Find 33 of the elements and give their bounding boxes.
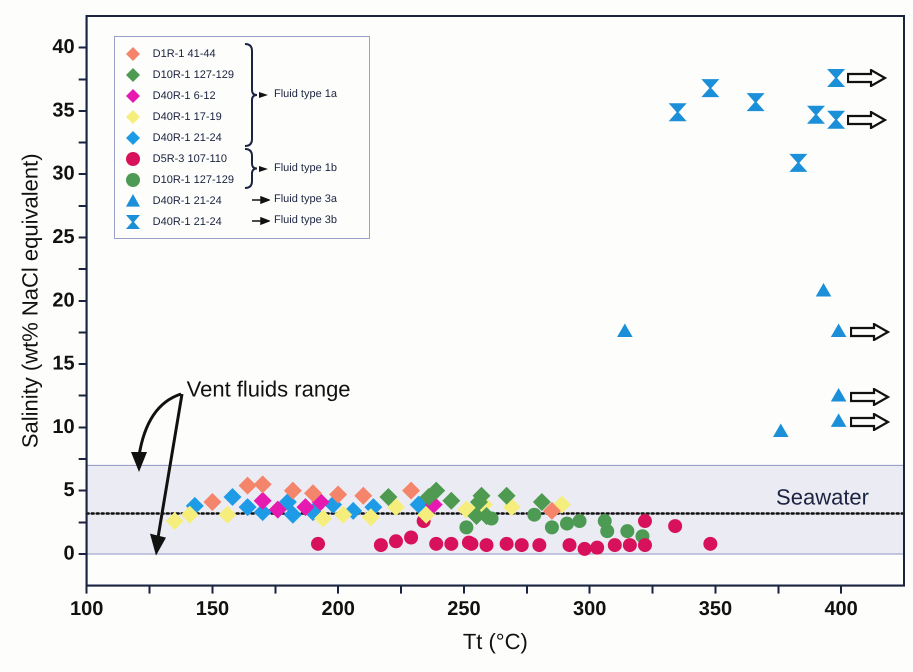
x-tick-label: 350 [698, 598, 732, 620]
y-axis-title: Salinity (wt% NaCl equivalent) [17, 153, 42, 448]
legend-label: D40R-1 21-24 [152, 216, 222, 228]
ref-line-label: Seawater [776, 484, 869, 510]
legend-label: D1R-1 41-44 [152, 48, 216, 60]
legend-label: D40R-1 21-24 [152, 194, 222, 206]
y-tick-label: 20 [52, 289, 75, 312]
annotation: Fluid type 3a [274, 193, 337, 205]
annotation: Fluid type 3b [274, 214, 337, 226]
y-tick-label: 35 [52, 99, 75, 122]
y-tick-label: 25 [52, 226, 75, 248]
legend-label: D40R-1 6-12 [152, 90, 216, 102]
legend-label: D10R-1 127-129 [152, 68, 234, 80]
x-axis-title: Tt (°C) [462, 628, 528, 654]
y-tick-label: 5 [64, 479, 75, 502]
y-tick-label: 0 [64, 542, 75, 564]
legend-label: D5R-3 107-110 [152, 152, 228, 164]
annotation: Fluid type 1a [274, 88, 337, 100]
legend-label: D40R-1 17-19 [152, 110, 222, 122]
legend-label: D10R-1 127-129 [152, 174, 234, 186]
x-tick-label: 250 [447, 598, 481, 620]
x-tick-label: 150 [196, 598, 230, 620]
legend-label: D40R-1 21-24 [152, 132, 222, 144]
x-tick-label: 300 [572, 598, 606, 620]
x-tick-label: 400 [824, 598, 858, 620]
y-tick-label: 40 [52, 36, 75, 58]
x-tick-label: 200 [321, 598, 355, 620]
band-label: Vent fluids range [186, 376, 351, 402]
y-tick-label: 15 [52, 352, 75, 375]
y-tick-label: 10 [52, 416, 75, 438]
x-tick-label: 100 [70, 598, 104, 620]
annotation: Fluid type 1b [274, 162, 337, 174]
y-tick-label: 30 [52, 162, 75, 185]
